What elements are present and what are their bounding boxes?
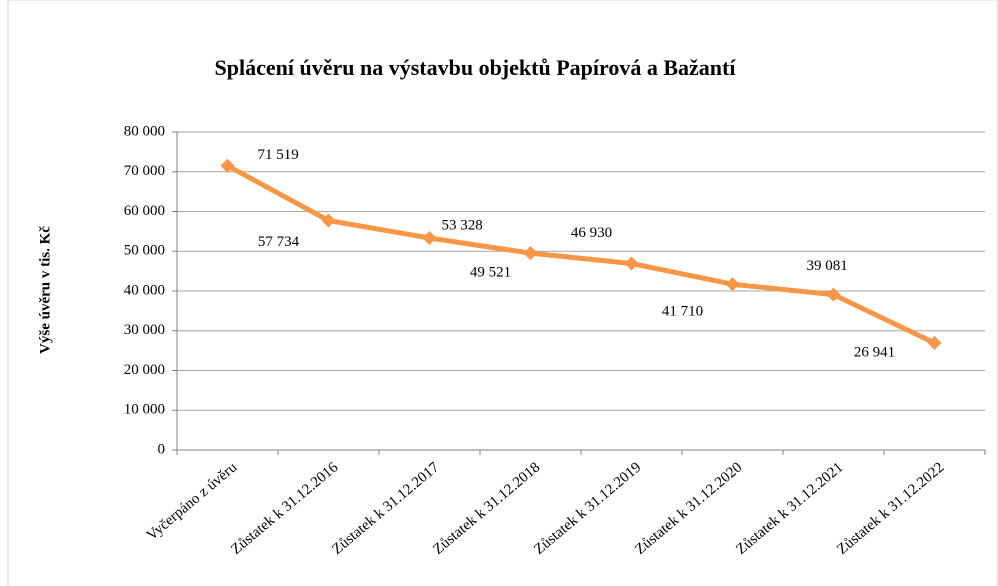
y-axis-label: Výše úvěru v tis. Kč (37, 226, 53, 354)
data-label: 49 521 (470, 265, 511, 281)
x-tick-label: Zůstatek k 31.12.2020 (632, 459, 745, 557)
chart-title: Splácení úvěru na výstavbu objektů Papír… (215, 55, 737, 80)
data-label: 53 328 (442, 217, 483, 233)
marker (624, 256, 639, 271)
x-tick-label: Zůstatek k 31.12.2019 (531, 459, 644, 557)
marker (826, 287, 841, 302)
data-label: 71 519 (258, 147, 299, 163)
line (226, 163, 936, 346)
marker (422, 231, 437, 246)
y-tick-label: 10 000 (124, 402, 165, 418)
y-tick-label: 30 000 (124, 322, 165, 338)
marker (523, 246, 538, 261)
y-tick-label: 0 (158, 441, 166, 457)
x-tick-label: Zůstatek k 31.12.2018 (430, 459, 543, 557)
y-tick-label: 40 000 (124, 282, 165, 298)
y-tick-label: 70 000 (124, 163, 165, 179)
x-tick-label: Vyčerpáno z úvěru (144, 459, 241, 544)
data-label: 39 081 (807, 258, 848, 274)
data-label: 46 930 (571, 225, 612, 241)
y-tick-label: 80 000 (124, 123, 165, 139)
marker (725, 277, 740, 292)
x-tick-label: Zůstatek k 31.12.2022 (834, 459, 947, 557)
data-label: 26 941 (854, 344, 895, 360)
data-label: 41 710 (662, 304, 703, 320)
y-tick-label: 20 000 (124, 362, 165, 378)
chart-frame (7, 0, 998, 586)
x-tick-label: Zůstatek k 31.12.2021 (733, 459, 846, 557)
y-tick-label: 60 000 (124, 203, 165, 219)
marker (927, 335, 942, 350)
x-tick-label: Zůstatek k 31.12.2016 (228, 459, 341, 558)
data-label: 57 734 (258, 234, 300, 250)
marker (220, 158, 235, 173)
y-tick-label: 50 000 (124, 243, 165, 259)
marker (321, 213, 336, 228)
x-tick-label: Zůstatek k 31.12.2017 (329, 459, 442, 558)
